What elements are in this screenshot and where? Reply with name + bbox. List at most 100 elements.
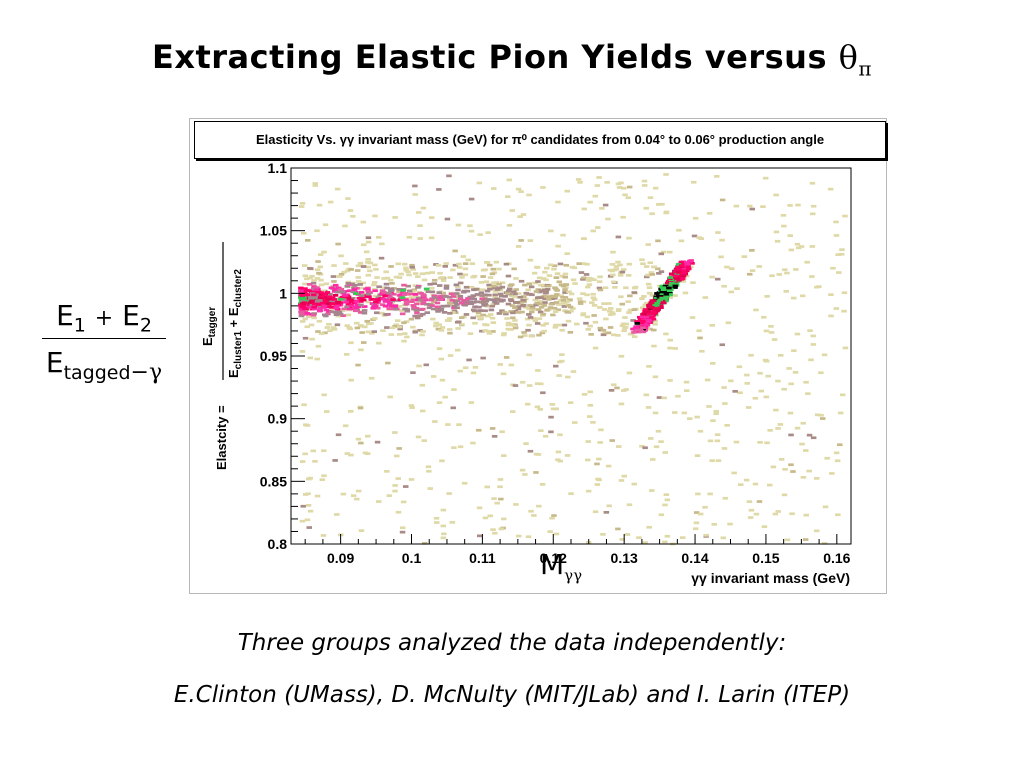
heatmap-cell (599, 207, 605, 210)
heatmap-cell (534, 301, 540, 305)
heatmap-cell (298, 205, 305, 208)
heatmap-cell (574, 322, 580, 326)
heatmap-cell (544, 266, 550, 270)
heatmap-cell (481, 303, 487, 307)
heatmap-cell (496, 286, 503, 290)
heatmap-cell (634, 320, 640, 323)
heatmap-cell (840, 393, 846, 397)
heatmap-cell (590, 296, 597, 300)
heatmap-cell (652, 375, 659, 379)
heatmap-cell (383, 313, 389, 316)
heatmap-cell (316, 203, 323, 207)
heatmap-cell (749, 269, 756, 272)
heatmap-cell (580, 276, 587, 280)
heatmap-cell (367, 269, 373, 273)
heatmap-cell (526, 323, 532, 327)
heatmap-cell (392, 484, 398, 487)
heatmap-cell (412, 284, 419, 287)
heatmap-cell (615, 334, 621, 337)
heatmap-cell (746, 500, 753, 503)
heatmap-cell (479, 300, 485, 304)
heatmap-cell (728, 379, 734, 383)
heatmap-cell (317, 309, 323, 312)
heatmap-cell (409, 406, 415, 409)
heatmap-cell (592, 194, 598, 198)
heatmap-cell (502, 295, 508, 298)
heatmap-cell (796, 246, 802, 250)
heatmap-cell (354, 269, 361, 272)
heatmap-cell (332, 283, 339, 287)
heatmap-cell (346, 307, 352, 311)
heatmap-cell (548, 229, 554, 233)
heatmap-cell (835, 513, 841, 517)
heatmap-cell (820, 417, 826, 420)
heatmap-cell (396, 288, 402, 291)
heatmap-cell (693, 521, 700, 525)
heatmap-cell (694, 454, 701, 457)
heatmap-cell (453, 311, 459, 314)
heatmap-cell (478, 291, 485, 295)
heatmap-cell (435, 327, 442, 331)
heatmap-cell (522, 473, 528, 476)
heatmap-cell (388, 333, 395, 336)
heatmap-cell (304, 325, 310, 329)
heatmap-cell (626, 503, 633, 507)
heatmap-cell (760, 205, 766, 208)
heatmap-cell (333, 313, 340, 316)
heatmap-cell (436, 188, 442, 191)
heatmap-cell (344, 452, 351, 455)
heatmap-cell (621, 186, 627, 190)
heatmap-cell (446, 174, 452, 178)
heatmap-cell (390, 326, 396, 330)
heatmap-cell (394, 454, 400, 458)
heatmap-cell (743, 478, 750, 482)
heatmap-cell (587, 415, 593, 418)
heatmap-cell (348, 378, 354, 382)
heatmap-cell (729, 267, 735, 270)
heatmap-cell (597, 306, 603, 309)
heatmap-cell (408, 404, 415, 407)
heatmap-cell (352, 309, 359, 313)
heatmap-cell (440, 536, 447, 540)
heatmap-cell (524, 402, 531, 406)
heatmap-cell (827, 187, 834, 191)
heatmap-cell (715, 231, 721, 234)
heatmap-cell (336, 310, 343, 314)
heatmap-cell (585, 458, 591, 462)
heatmap-cell (430, 307, 437, 311)
heatmap-cell (400, 298, 406, 301)
heatmap-cell (331, 298, 338, 301)
heatmap-cell (521, 331, 527, 334)
heatmap-cell (453, 295, 460, 299)
heatmap-cell (702, 505, 708, 509)
heatmap-cell (482, 309, 488, 313)
heatmap-cell (330, 302, 336, 306)
heatmap-cell (470, 316, 476, 320)
heatmap-cell (822, 505, 829, 509)
heatmap-cell (653, 296, 660, 300)
heatmap-cell (299, 308, 306, 312)
heatmap-cell (656, 272, 662, 275)
heatmap-cell (308, 297, 314, 300)
heatmap-cell (308, 323, 315, 327)
heatmap-cell (430, 317, 436, 321)
heatmap-cell (594, 462, 600, 466)
heatmap-cell (463, 313, 470, 316)
heatmap-cell (370, 306, 376, 310)
heatmap-cell (555, 458, 561, 462)
heatmap-cell (711, 523, 717, 526)
heatmap-cell (413, 294, 419, 298)
heatmap-cell (365, 273, 372, 277)
heatmap-cell (699, 349, 705, 353)
heatmap-cell (501, 454, 507, 457)
heatmap-cell (577, 300, 584, 303)
heatmap-cell (610, 273, 616, 277)
heatmap-cell (490, 302, 497, 306)
heatmap-cell (429, 286, 435, 290)
heatmap-cell (402, 292, 409, 295)
heatmap-cell (298, 297, 305, 300)
heatmap-cell (833, 234, 840, 237)
heatmap-cell (641, 184, 648, 187)
heatmap-cell (572, 282, 578, 285)
heatmap-cell (467, 224, 473, 228)
